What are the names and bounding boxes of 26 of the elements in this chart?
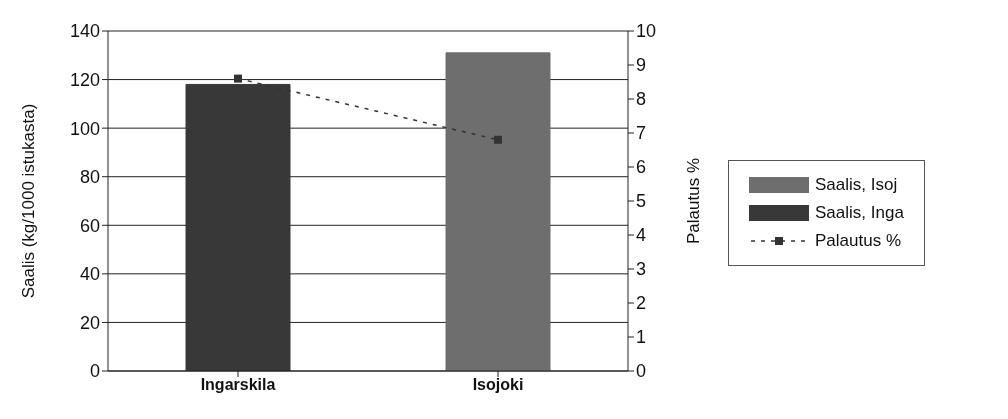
y2-tick-label: 9	[636, 54, 647, 75]
y2-tick-label: 4	[636, 224, 647, 245]
y-tick-label: 0	[89, 360, 100, 381]
y2-tick-label: 10	[636, 20, 657, 41]
y-tick-label: 100	[69, 118, 100, 139]
y2-axis-title: Palautus %	[684, 157, 704, 244]
y2-tick-label: 2	[636, 292, 647, 313]
y-tick-label: 60	[79, 215, 100, 236]
y-tick-label: 80	[79, 166, 100, 187]
x-tick-label: Isojoki	[472, 375, 524, 393]
legend-label: Saalis, Inga	[815, 203, 904, 223]
legend-label: Saalis, Isoj	[815, 175, 898, 195]
y-axis-title: Saalis (kg/1000 istukasta)	[19, 103, 39, 298]
y-tick-label: 20	[79, 312, 100, 333]
y2-tick-label: 1	[636, 326, 647, 347]
y2-tick-label: 7	[636, 122, 647, 143]
y2-tick-label: 8	[636, 88, 647, 109]
y-tick-label: 40	[79, 263, 100, 284]
x-tick-label: Ingarskila	[200, 375, 276, 393]
y-tick-label: 140	[69, 20, 100, 41]
y-tick-label: 120	[69, 69, 100, 90]
y2-tick-label: 5	[636, 190, 647, 211]
legend-label: Palautus %	[815, 231, 901, 251]
y2-tick-label: 6	[636, 156, 647, 177]
y2-tick-label: 3	[636, 258, 647, 279]
y2-tick-label: 0	[636, 360, 647, 381]
